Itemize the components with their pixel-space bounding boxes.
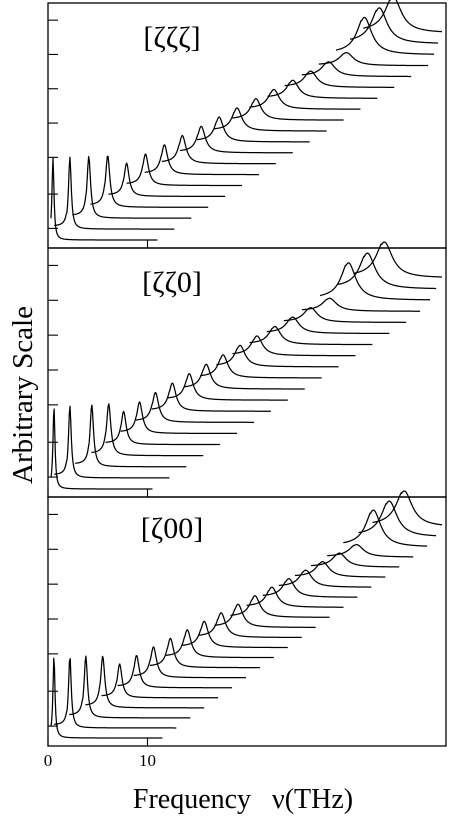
spectrum-trace [135,391,254,423]
spectrum-trace [54,658,177,729]
spectrum-trace [167,373,288,401]
spectrum-trace [372,490,443,526]
spectrum-trace [249,325,373,346]
spectrum-trace [246,586,344,608]
spectrum-trace [126,153,243,187]
spectrum-trace [50,657,163,739]
spectrum-trace [182,620,288,649]
spectrum-trace [75,404,187,468]
spectrum-trace [363,0,443,33]
x-axis-title: Frequency ν(THz) [133,784,353,815]
spectrum-trace [338,252,437,290]
panel-direction-label: [ζζ0] [142,266,202,299]
spectrum-trace [311,552,400,568]
spectrum-trace [216,344,339,368]
spectrum-trace [200,354,322,379]
spectrum-trace [184,363,305,390]
spectrum-trace [284,70,395,88]
spectrum-trace [349,7,439,44]
spectrum-trace [50,408,153,490]
spectrum-trace [294,560,386,578]
spectrum-trace [319,262,431,301]
spectrum-trace [72,155,192,219]
spectrum-trace [301,61,412,78]
spectrum-trace [230,595,330,618]
panel-3: [ζ00] [47,490,447,747]
spectrum-trace [149,637,260,669]
spectrum-trace [278,569,372,588]
x-tick-label: 0 [44,751,53,770]
spectrum-trace [354,241,443,278]
spectrum-trace [151,382,271,412]
spectrum-trace [105,410,221,446]
x-tick-label: 10 [139,751,156,770]
spectrum-trace [318,52,429,67]
spectrum-trace [108,162,226,198]
spectrum-trace [144,144,259,176]
spectrum-trace [120,401,238,435]
panel-1: [ζζζ] [47,0,447,249]
spectrum-trace [161,134,276,165]
spectrum-trace [117,655,233,689]
panel-2: [ζζ0] [47,241,447,498]
y-axis-title: Arbitrary Scale [7,306,39,484]
spectrum-trace [327,543,414,558]
spectrum-trace [54,156,175,230]
spectrum-trace [283,307,407,323]
panel-frame [47,247,447,498]
spectrum-trace [101,663,219,699]
spectrum-trace [214,603,316,628]
spectrum-trace [267,79,378,99]
spectrum-trace [335,16,435,55]
spectrum-trace [358,500,437,537]
panel-direction-label: [ζζζ] [143,21,200,54]
spectrum-trace [343,509,428,547]
spectrum-trace [54,405,170,479]
panel-direction-label: [ζ00] [141,512,203,545]
spectrum-trace [301,297,421,312]
spectrum-trace [266,316,390,335]
spectrum-trace [91,403,204,457]
spectrum-trace [85,655,205,709]
spectrum-trace [196,116,310,143]
spectrum-trace [214,107,327,132]
spectrum-trace [179,125,293,154]
spectrum-trace [50,157,158,241]
spectrum-trace [262,578,358,598]
spectrum-trace [90,155,209,208]
spectrum-trace [232,335,356,357]
spectrum-trace [249,88,361,110]
panel-frame [47,496,447,747]
spectrum-trace [69,655,191,719]
spectrum-trace [165,629,274,659]
spectrum-trace [133,646,246,679]
